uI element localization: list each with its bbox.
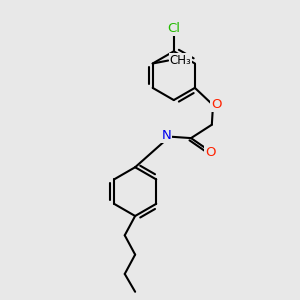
Text: N: N bbox=[161, 129, 171, 142]
Text: CH₃: CH₃ bbox=[169, 54, 191, 67]
Text: Cl: Cl bbox=[167, 22, 180, 34]
Text: O: O bbox=[205, 146, 216, 160]
Text: O: O bbox=[211, 98, 222, 111]
Text: H: H bbox=[160, 129, 169, 142]
